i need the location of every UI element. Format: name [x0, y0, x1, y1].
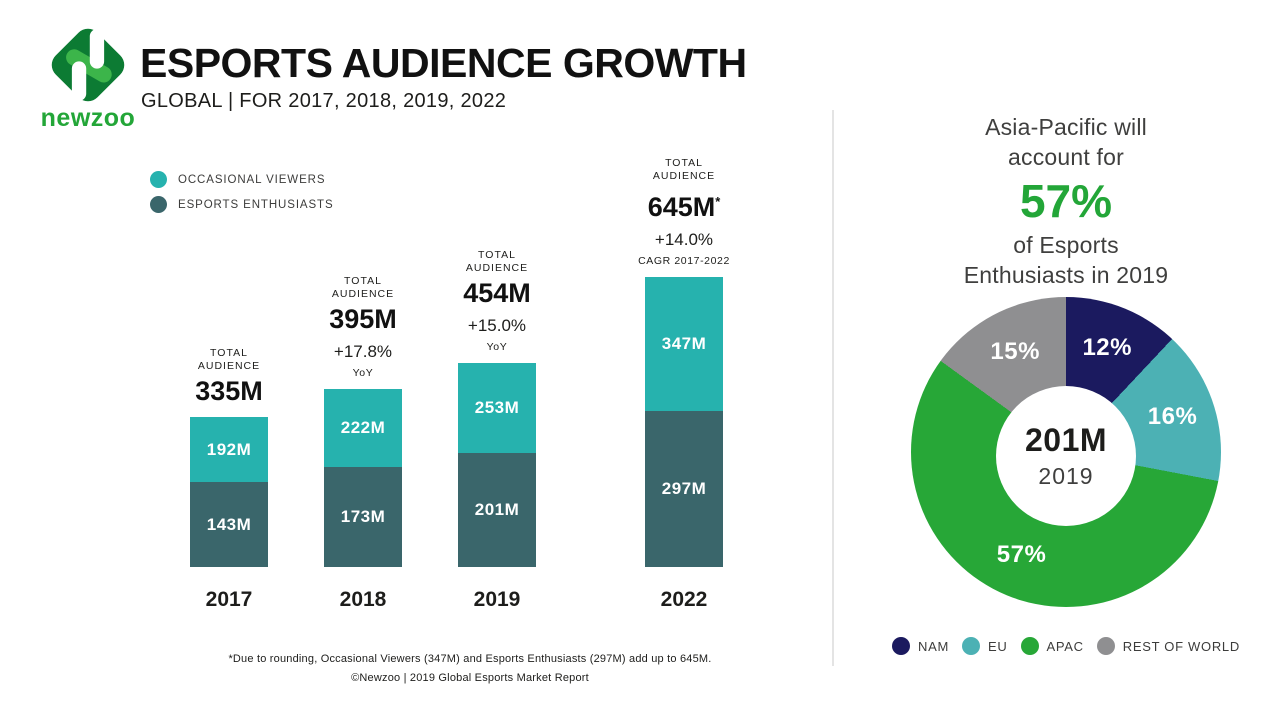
annotation-growth: +15.0% [467, 316, 527, 335]
annotation-header-line: TOTAL [344, 275, 382, 287]
year-label-2017: 2017 [205, 588, 253, 611]
annotation-header-line: AUDIENCE [197, 360, 261, 372]
bar-annotation-2019: TOTAL AUDIENCE 454M +15.0% YoY [463, 249, 531, 353]
legend-label: REST OF WORLD [1122, 638, 1240, 654]
bar-segment-occasional-viewers: 347M [645, 277, 723, 411]
annotation-growth-caption: CAGR 2017-2022 [638, 255, 730, 267]
legend-label: APAC [1046, 638, 1084, 654]
legend-label: NAM [918, 638, 950, 654]
panel-divider [832, 110, 834, 666]
annotation-total: 335M [195, 376, 263, 406]
legend-swatch-icon [1096, 637, 1115, 655]
headline-line: of Esports [1013, 232, 1119, 258]
segment-value-label: 143M [206, 514, 252, 534]
bar-chart-legend: OCCASIONAL VIEWERS ESPORTS ENTHUSIASTS [150, 171, 334, 221]
annotation-growth: +14.0% [654, 230, 714, 249]
asterisk-marker: * [715, 194, 721, 209]
footnote-rounding: *Due to rounding, Occasional Viewers (34… [228, 653, 712, 665]
annotation-total: 454M [463, 278, 531, 308]
bar-segment-occasional-viewers: 192M [190, 417, 268, 482]
legend-swatch-icon [962, 637, 981, 655]
bar-group-2019: TOTAL AUDIENCE 454M +15.0% YoY 253M 201M [427, 249, 567, 567]
annotation-growth: +17.8% [333, 342, 393, 361]
donut-center-value: 201M [1024, 422, 1108, 458]
bar-group-2022: TOTAL AUDIENCE 645M* +14.0% CAGR 2017-2022 34… [614, 157, 754, 567]
legend-label: EU [988, 638, 1008, 654]
annotation-growth-caption: YoY [486, 341, 508, 353]
donut-slice-label-nam: 12% [1082, 333, 1132, 361]
annotation-total: 395M [329, 304, 397, 334]
bar-segment-esports-enthusiasts: 143M [190, 482, 268, 567]
legend-item-occasional-viewers: OCCASIONAL VIEWERS [150, 171, 334, 188]
annotation-header-line: TOTAL [665, 157, 703, 169]
headline-line: Asia-Pacific will [985, 114, 1147, 140]
donut-legend: NAM EU APAC REST OF WORLD [846, 637, 1280, 655]
segment-value-label: 347M [661, 334, 707, 353]
year-label-2019: 2019 [473, 588, 521, 611]
donut-center: 201M 2019 [996, 386, 1136, 526]
annotation-header-line: TOTAL [210, 347, 248, 359]
newzoo-wordmark: newzoo [40, 104, 136, 132]
legend-swatch-icon [150, 196, 167, 213]
donut-slice-label-apac: 57% [996, 540, 1047, 568]
bar-segment-occasional-viewers: 253M [458, 363, 536, 453]
annotation-header-line: TOTAL [478, 249, 516, 261]
legend-label: ESPORTS ENTHUSIASTS [178, 198, 334, 211]
year-label-2022: 2022 [660, 588, 708, 611]
segment-value-label: 297M [661, 479, 707, 498]
annotation-total: 645M* [647, 192, 721, 222]
annotation-header-line: AUDIENCE [652, 170, 716, 182]
legend-item-esports-enthusiasts: ESPORTS ENTHUSIASTS [150, 196, 334, 213]
donut-slice-label-eu: 16% [1147, 403, 1198, 431]
headline-line: Enthusiasts in 2019 [963, 262, 1169, 288]
bar-group-2017: TOTAL AUDIENCE 335M 192M 143M [159, 347, 299, 567]
segment-value-label: 222M [340, 418, 386, 437]
stacked-bar-2019: 253M 201M [458, 363, 536, 567]
legend-item-apac: APAC [1020, 637, 1084, 655]
bar-annotation-2022: TOTAL AUDIENCE 645M* +14.0% CAGR 2017-2022 [638, 157, 730, 267]
bar-segment-esports-enthusiasts: 297M [645, 411, 723, 567]
segment-value-label: 173M [340, 507, 386, 526]
right-panel-headline: Asia-Pacific will account for 57% of Esp… [846, 112, 1280, 290]
stacked-bar-2017: 192M 143M [190, 417, 268, 567]
headline-percent: 57% [1019, 175, 1113, 227]
newzoo-logo: newzoo [32, 22, 144, 133]
legend-item-rest-of-world: REST OF WORLD [1096, 637, 1240, 655]
annotation-header-line: AUDIENCE [465, 262, 529, 274]
stacked-bar-2022: 347M 297M [645, 277, 723, 567]
footnote-copyright: ©Newzoo | 2019 Global Esports Market Rep… [351, 672, 589, 684]
bar-segment-occasional-viewers: 222M [324, 389, 402, 467]
bar-annotation-2017: TOTAL AUDIENCE 335M [195, 347, 263, 407]
annotation-header-line: AUDIENCE [331, 288, 395, 300]
year-label-2018: 2018 [339, 588, 387, 611]
donut-slice-label-rest-of-world: 15% [990, 338, 1040, 366]
footnotes: *Due to rounding, Occasional Viewers (34… [110, 650, 830, 688]
annotation-growth-caption: YoY [352, 367, 374, 379]
legend-label: OCCASIONAL VIEWERS [178, 173, 326, 186]
bar-annotation-2018: TOTAL AUDIENCE 395M +17.8% YoY [329, 275, 397, 379]
legend-item-eu: EU [962, 637, 1007, 655]
segment-value-label: 192M [206, 439, 252, 459]
segment-value-label: 253M [474, 398, 520, 417]
bar-segment-esports-enthusiasts: 201M [458, 453, 536, 567]
page-title: ESPORTS AUDIENCE GROWTH [140, 40, 747, 86]
segment-value-label: 201M [474, 500, 520, 519]
headline-line: account for [1008, 144, 1124, 170]
stacked-bar-2018: 222M 173M [324, 389, 402, 567]
page-subtitle: GLOBAL | FOR 2017, 2018, 2019, 2022 [141, 90, 507, 112]
legend-swatch-icon [1020, 637, 1039, 655]
donut-center-caption: 2019 [1038, 463, 1094, 489]
bar-segment-esports-enthusiasts: 173M [324, 467, 402, 567]
newzoo-logo-icon [51, 28, 125, 102]
legend-swatch-icon [150, 171, 167, 188]
legend-item-nam: NAM [892, 637, 949, 655]
bar-group-2018: TOTAL AUDIENCE 395M +17.8% YoY 222M 173M [293, 275, 433, 567]
legend-swatch-icon [892, 637, 911, 655]
